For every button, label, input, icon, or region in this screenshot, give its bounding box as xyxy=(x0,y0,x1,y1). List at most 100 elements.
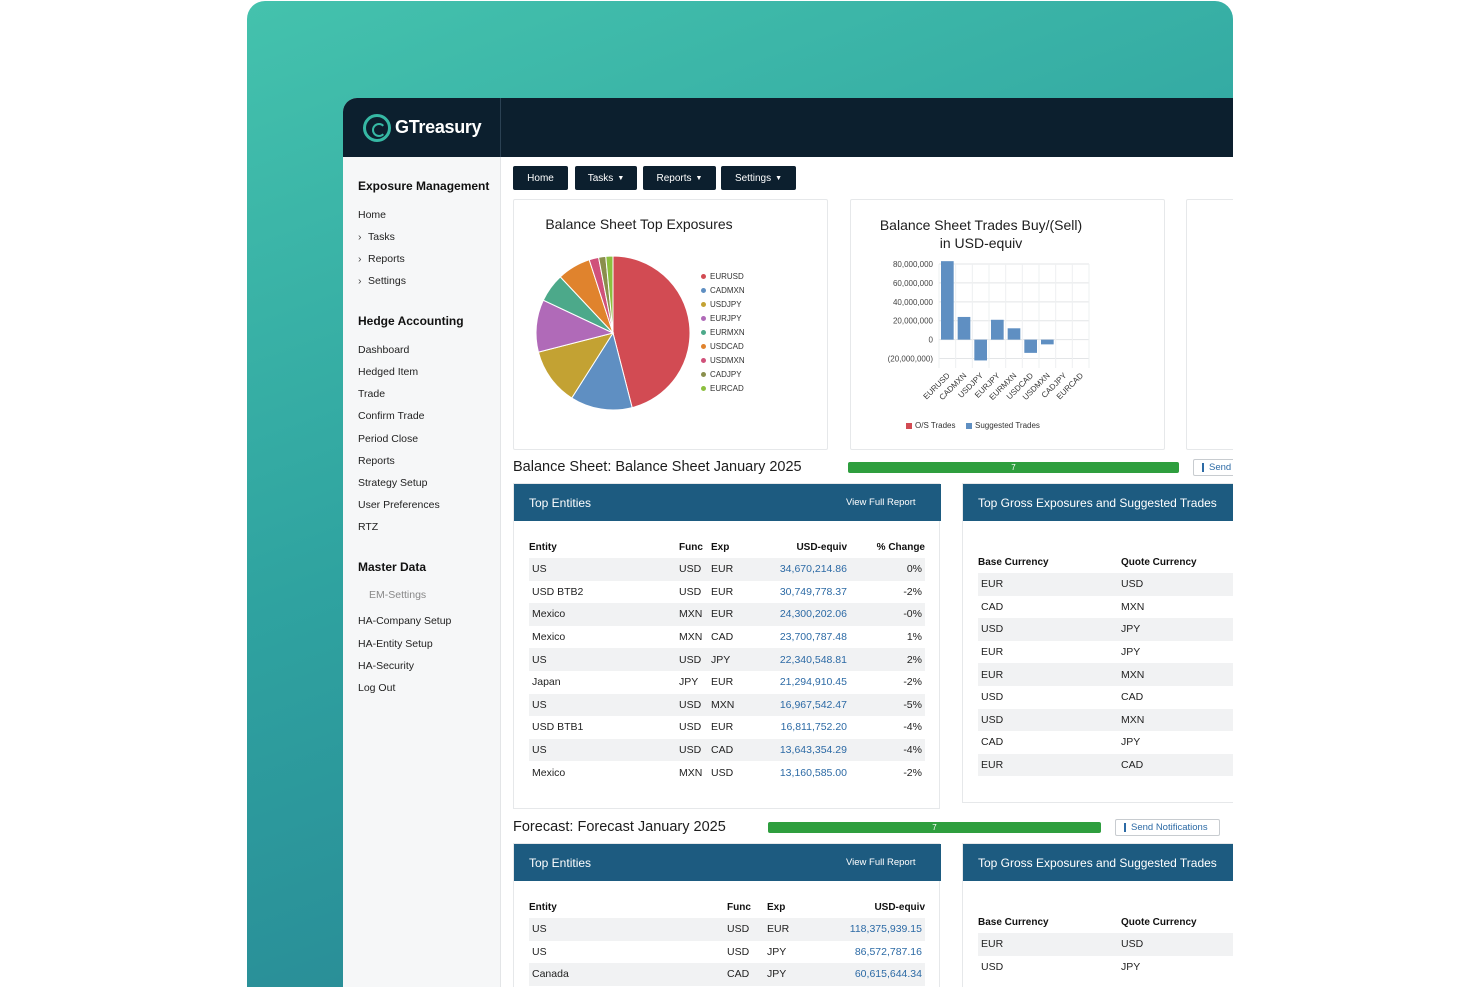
pie-slice-eurcad[interactable] xyxy=(605,255,614,334)
table-row[interactable]: US USD JPY 22,340,548.81 2% xyxy=(529,648,925,671)
bar-usdcad[interactable] xyxy=(1024,339,1037,353)
sidebar-item-ha-company-setup[interactable]: HA-Company Setup xyxy=(358,615,451,627)
table-row[interactable]: USD CAD xyxy=(978,686,1233,709)
pie-slice-eurusd[interactable] xyxy=(612,255,691,409)
sidebar-item-period-close[interactable]: Period Close xyxy=(358,433,418,445)
table-cell: EUR xyxy=(978,663,1121,686)
table-cell: -4% xyxy=(903,721,922,734)
bar-eurusd[interactable] xyxy=(941,261,954,340)
table-cell: MXN xyxy=(1121,663,1233,686)
table-cell: 22,340,548.81 xyxy=(751,648,847,671)
column-header-quote-currency[interactable]: Quote Currency xyxy=(1121,916,1197,928)
sidebar-item-ha-entity-setup[interactable]: HA-Entity Setup xyxy=(358,638,433,650)
sidebar-item-label: Strategy Setup xyxy=(358,477,428,489)
bar-eurjpy[interactable] xyxy=(991,319,1004,340)
pie-legend-usdcad: USDCAD xyxy=(701,342,744,351)
column-header-base-currency[interactable]: Base Currency xyxy=(978,916,1049,928)
sidebar-item-confirm-trade[interactable]: Confirm Trade xyxy=(358,410,425,422)
nav-reports-button[interactable]: Reports ▼ xyxy=(643,166,716,190)
table-row[interactable]: Mexico MXN CAD 23,700,787.48 1% xyxy=(529,626,925,649)
table-row[interactable]: CAD JPY xyxy=(978,731,1233,754)
send-button[interactable]: Send xyxy=(1193,459,1233,476)
forecast-top-entities-header: Top Entities xyxy=(514,844,941,881)
table-row[interactable]: USD BTB2 USD EUR 30,749,778.37 -2% xyxy=(529,581,925,604)
forecast-gross-exposures-table: Base Currency Quote Currency EUR USD USD JPY xyxy=(978,911,1233,978)
pie-slice-cadmxn[interactable] xyxy=(571,331,633,411)
column-header-base-currency[interactable]: Base Currency xyxy=(978,556,1049,568)
legend-dot xyxy=(701,302,706,307)
legend-label: USDCAD xyxy=(710,342,744,351)
table-row[interactable]: EUR USD xyxy=(978,933,1233,956)
table-row[interactable]: Canada CAD JPY 60,615,644.34 xyxy=(529,963,925,986)
legend-dot xyxy=(701,288,706,293)
table-cell: 16,967,542.47 xyxy=(751,693,847,717)
table-row[interactable]: US USD EUR 34,670,214.86 0% xyxy=(529,558,925,581)
forecast-view-full-report-link[interactable]: View Full Report xyxy=(846,857,916,868)
sidebar-item-hedged-item[interactable]: Hedged Item xyxy=(358,366,418,378)
gross-exposures-panel: Top Gross Exposures and Suggested Trades… xyxy=(962,483,1233,803)
sidebar-item-log-out[interactable]: Log Out xyxy=(358,682,395,694)
logo[interactable]: GTreasury xyxy=(343,98,501,157)
table-cell: USD xyxy=(978,618,1121,641)
table-row[interactable]: EUR USD xyxy=(978,573,1233,596)
sidebar-item-rtz[interactable]: RTZ xyxy=(358,521,378,533)
sidebar-item-trade[interactable]: Trade xyxy=(358,388,385,400)
sidebar-item-settings[interactable]: › Settings xyxy=(358,275,406,287)
table-row[interactable]: Japan JPY EUR 21,294,910.45 -2% xyxy=(529,671,925,694)
view-full-report-link[interactable]: View Full Report xyxy=(846,497,916,508)
table-row[interactable]: US USD MXN 16,967,542.47 -5% xyxy=(529,693,925,717)
sidebar-item-reports[interactable]: Reports xyxy=(358,455,395,467)
sidebar-item-reports[interactable]: › Reports xyxy=(358,253,405,265)
column-header-func[interactable]: Func xyxy=(679,541,703,553)
legend-label: CADJPY xyxy=(710,370,742,379)
table-row[interactable]: USD JPY xyxy=(978,618,1233,641)
sidebar-item-ha-security[interactable]: HA-Security xyxy=(358,660,414,672)
table-row[interactable]: EUR CAD xyxy=(978,753,1233,777)
bar-usdmxn[interactable] xyxy=(1041,339,1054,345)
column-header-func[interactable]: Func xyxy=(727,901,751,913)
bar-eurmxn[interactable] xyxy=(1007,328,1021,340)
column-header-entity[interactable]: Entity xyxy=(529,901,557,913)
table-row[interactable]: USD BTB1 USD EUR 16,811,752.20 -4% xyxy=(529,716,925,739)
nav-home-button[interactable]: Home xyxy=(513,166,568,190)
sidebar-item-dashboard[interactable]: Dashboard xyxy=(358,344,409,356)
table-row[interactable]: Mexico MXN EUR 24,300,202.06 -0% xyxy=(529,603,925,626)
table-row[interactable]: EUR MXN xyxy=(978,663,1233,686)
column-header-entity[interactable]: Entity xyxy=(529,541,557,553)
table-cell: 118,375,939.15 xyxy=(839,918,925,941)
table-row[interactable]: CAD MXN xyxy=(978,596,1233,619)
pie-chart-card: Balance Sheet Top Exposures EURUSD CADMXN… xyxy=(513,199,828,450)
table-cell: US xyxy=(532,945,547,958)
nav-settings-button[interactable]: Settings ▼ xyxy=(721,166,796,190)
sidebar-item-strategy-setup[interactable]: Strategy Setup xyxy=(358,477,427,489)
sidebar-item-user-preferences[interactable]: User Preferences xyxy=(358,499,440,511)
table-row[interactable]: Mexico MXN USD 13,160,585.00 -2% xyxy=(529,761,925,784)
column-header-change[interactable]: % Change xyxy=(876,541,925,553)
table-row[interactable]: US USD EUR 118,375,939.15 xyxy=(529,918,925,941)
column-header-exp[interactable]: Exp xyxy=(767,901,786,913)
bar-cadmxn[interactable] xyxy=(957,316,971,340)
table-row[interactable]: USD JPY xyxy=(978,956,1233,979)
table-cell: 24,300,202.06 xyxy=(751,603,847,626)
table-row[interactable]: USD MXN xyxy=(978,708,1233,732)
pie-legend-cadmxn: CADMXN xyxy=(701,286,745,295)
column-header-exp[interactable]: Exp xyxy=(711,541,730,553)
column-header-usd-equiv[interactable]: USD-equiv xyxy=(874,901,925,913)
column-header-quote-currency[interactable]: Quote Currency xyxy=(1121,556,1197,568)
table-cell: EUR xyxy=(711,558,751,581)
sidebar-item-tasks[interactable]: › Tasks xyxy=(358,231,395,243)
sidebar-item-em-settings[interactable]: EM-Settings xyxy=(369,589,426,601)
send-notifications-button[interactable]: Send Notifications xyxy=(1115,819,1220,836)
bar-usdjpy[interactable] xyxy=(974,339,987,361)
sidebar-item-home[interactable]: Home xyxy=(358,209,386,221)
table-cell: USD xyxy=(679,648,711,671)
table-row[interactable]: EUR JPY xyxy=(978,641,1233,664)
table-row[interactable]: US USD CAD 13,643,354.29 -4% xyxy=(529,738,925,762)
chevron-right-icon: › xyxy=(358,253,362,265)
table-row[interactable]: US USD JPY 86,572,787.16 xyxy=(529,941,925,964)
column-header-usd-equiv[interactable]: USD-equiv xyxy=(796,541,847,553)
table-cell: JPY xyxy=(1121,960,1141,973)
y-tick-label: 20,000,000 xyxy=(893,317,934,326)
bar-chart: 80,000,000 60,000,000 40,000,000 20,000,000… xyxy=(888,260,1090,402)
nav-tasks-button[interactable]: Tasks ▼ xyxy=(575,166,637,190)
